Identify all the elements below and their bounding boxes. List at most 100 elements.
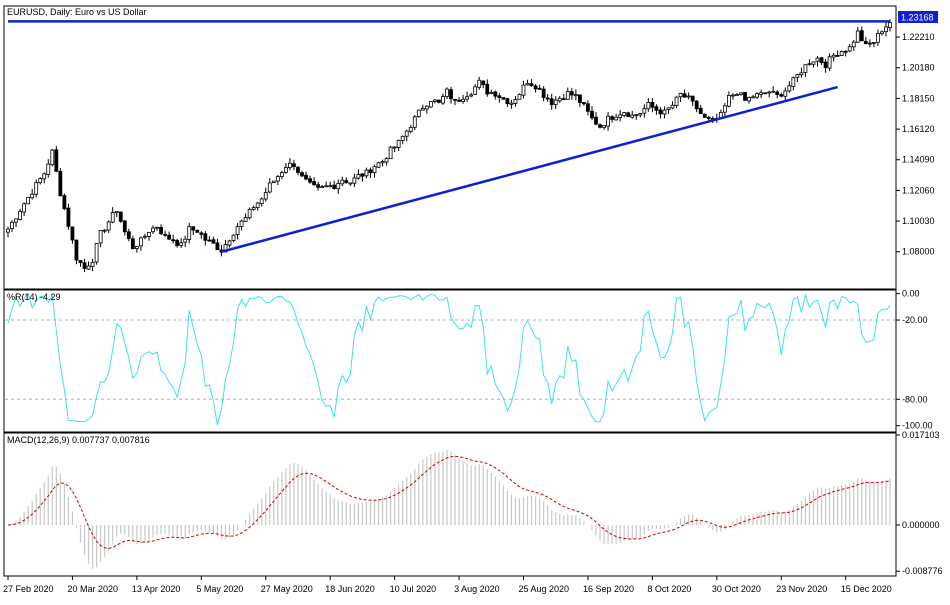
candle	[328, 181, 333, 188]
candle	[533, 84, 538, 93]
candle	[50, 148, 55, 167]
trendlines[interactable]	[8, 20, 890, 253]
candle	[884, 22, 888, 37]
candle	[437, 99, 441, 104]
candle	[364, 167, 369, 179]
candle	[147, 231, 151, 241]
current-price-tag	[898, 11, 938, 23]
candle	[171, 234, 176, 244]
candle	[871, 41, 876, 48]
candle	[304, 171, 308, 181]
candle	[6, 226, 10, 238]
candle	[851, 39, 856, 51]
current-price-label: 1.23168	[901, 13, 934, 23]
candle	[312, 177, 316, 186]
candle	[666, 107, 671, 114]
candle	[151, 225, 155, 234]
candle	[602, 125, 606, 130]
macd-tick-label: 0.000000	[902, 520, 940, 530]
candle	[815, 55, 820, 67]
candle	[392, 146, 397, 153]
candle	[561, 93, 566, 101]
candle	[215, 238, 220, 251]
candle	[388, 145, 393, 160]
candle	[505, 97, 510, 107]
price-axis: 1.22210 1.20180 1.18150 1.16120 1.14090 1.120…	[896, 32, 935, 257]
candle	[525, 79, 530, 86]
candle	[118, 211, 123, 223]
candle	[727, 91, 731, 108]
williams-axis: 0.00 -20.00 -80.00 -100.00	[896, 289, 933, 431]
macd-title: MACD(12,26,9) 0.007737 0.007816	[7, 435, 150, 445]
candle	[416, 109, 421, 118]
candle	[267, 177, 272, 194]
candle	[517, 93, 522, 100]
candle	[82, 258, 87, 273]
candle	[292, 159, 296, 171]
candle	[235, 223, 240, 240]
candle	[58, 168, 63, 197]
candle	[211, 236, 216, 244]
candle	[86, 261, 91, 270]
candle	[751, 94, 755, 99]
candle	[783, 87, 788, 102]
macd-tick-label: 0.017103	[902, 430, 940, 440]
candle	[283, 163, 288, 174]
candle	[30, 189, 35, 200]
candle	[26, 196, 31, 205]
candle	[807, 59, 812, 66]
candle	[275, 174, 280, 186]
candle	[207, 236, 212, 242]
candle	[106, 220, 111, 234]
candle	[94, 243, 99, 265]
candle	[18, 208, 22, 221]
candle	[759, 89, 764, 99]
williams-tick-label: -80.00	[902, 394, 928, 404]
candle	[819, 57, 824, 65]
candle	[537, 84, 542, 90]
trendline[interactable]	[221, 85, 838, 253]
candle	[582, 102, 586, 106]
candle	[698, 104, 703, 114]
candle	[626, 111, 631, 118]
candle	[606, 112, 610, 131]
candle	[722, 103, 727, 118]
time-tick-label: 27 Feb 2020	[3, 584, 54, 594]
candle	[453, 98, 457, 106]
time-tick-label: 5 May 2020	[196, 584, 243, 594]
candle	[803, 64, 808, 77]
candle	[731, 93, 735, 100]
candle	[102, 229, 107, 234]
macd-histogram	[11, 449, 891, 569]
candle	[408, 124, 413, 134]
candle	[662, 106, 667, 119]
candle	[859, 26, 864, 42]
candle	[54, 145, 59, 173]
candle	[191, 226, 196, 235]
candle	[755, 92, 759, 99]
price-tick-label: 1.08000	[902, 247, 935, 257]
time-tick-label: 3 Aug 2020	[454, 584, 500, 594]
candle	[827, 53, 832, 72]
macd-tick-label: -0.008776	[902, 566, 943, 576]
candle	[457, 97, 461, 102]
candle	[690, 95, 695, 106]
candle	[38, 177, 43, 185]
candle	[98, 230, 103, 248]
macd-axis: 0.017103 0.000000 -0.008776	[896, 430, 943, 576]
candle	[449, 86, 453, 104]
candle	[767, 90, 772, 98]
williams-levels	[5, 319, 895, 400]
time-axis: 27 Feb 2020 20 Mar 2020 13 Apr 2020 5 May 2…	[3, 576, 892, 594]
candle	[823, 58, 828, 73]
candle	[70, 226, 75, 244]
candle	[10, 220, 14, 233]
candle	[344, 177, 349, 184]
candle	[553, 96, 558, 110]
candle	[126, 228, 131, 242]
price-chart-title: EURUSD, Daily: Euro vs US Dollar	[7, 7, 147, 17]
candle	[340, 176, 345, 187]
candle	[396, 139, 401, 152]
candle	[247, 207, 252, 220]
price-panel-frame	[3, 5, 897, 290]
